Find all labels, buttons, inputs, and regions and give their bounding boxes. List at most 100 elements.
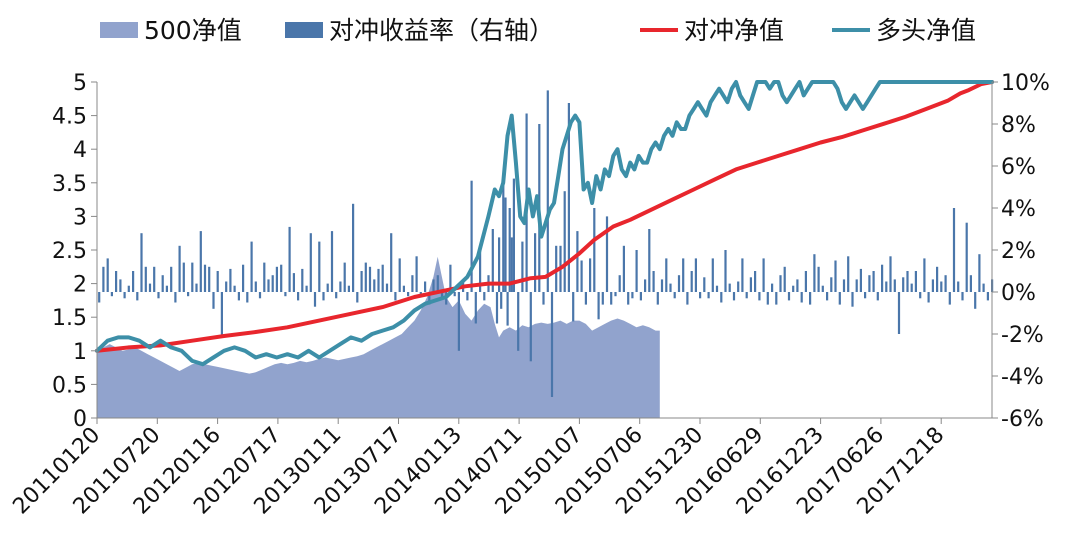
bar-hedge-return: [267, 279, 270, 292]
bar-hedge-return: [254, 281, 257, 292]
bar-hedge-return: [466, 292, 469, 301]
bar-hedge-return: [153, 266, 156, 292]
bar-hedge-return: [618, 275, 621, 292]
left-tick-label: 4.5: [52, 105, 87, 130]
bar-hedge-return: [326, 283, 329, 292]
bar-hedge-return: [381, 264, 384, 292]
bar-hedge-return: [470, 180, 473, 292]
right-tick-label: -2%: [1001, 323, 1044, 348]
bar-hedge-return: [766, 292, 769, 305]
bar-hedge-return: [927, 292, 930, 303]
bar-hedge-return: [652, 271, 655, 292]
bar-hedge-return: [614, 292, 617, 297]
bar-hedge-return: [165, 285, 168, 292]
bar-hedge-return: [508, 208, 511, 292]
bar-hedge-return: [809, 292, 812, 305]
legend-label: 对冲净值: [684, 16, 784, 45]
bar-hedge-return: [330, 231, 334, 292]
bar-hedge-return: [715, 285, 719, 292]
bar-hedge-return: [923, 258, 926, 292]
axes: 0 0.5 1 1.5 2 2.5 3 3.5 4 4.5 5 -6% -4% -2% 0% 2% 4% 6% 8%…: [8, 71, 1050, 519]
bar-hedge-return: [665, 258, 668, 292]
bar-hedge-return: [961, 292, 964, 301]
bar-hedge-return: [639, 292, 642, 301]
bar-hedge-return: [936, 266, 939, 292]
bar-hedge-return: [834, 260, 837, 292]
bar-hedge-return: [677, 275, 681, 292]
bar-hedge-return: [170, 266, 173, 292]
area-500-nav: [97, 256, 660, 418]
bar-hedge-return: [343, 262, 346, 292]
bar-hedge-return: [275, 266, 278, 292]
bar-hedge-return: [597, 292, 600, 320]
bar-hedge-return: [948, 292, 951, 305]
right-tick-label: 2%: [1001, 239, 1036, 264]
bar-hedge-return: [673, 292, 676, 299]
bar-hedge-return: [506, 292, 509, 326]
bar-hedge-return: [288, 226, 291, 292]
bar-hedge-return: [356, 292, 359, 303]
bar-hedge-return: [986, 292, 989, 301]
bar-hedge-return: [779, 275, 782, 292]
left-tick-label: 3.5: [52, 172, 87, 197]
bar-hedge-return: [407, 292, 410, 297]
bar-hedge-return: [584, 292, 587, 305]
left-tick-label: 1.5: [52, 306, 87, 331]
bar-hedge-return: [589, 258, 592, 292]
bar-hedge-return: [182, 262, 185, 292]
line-long-nav: [95, 80, 994, 367]
right-tick-label: 4%: [1001, 197, 1036, 222]
bar-hedge-return: [457, 292, 460, 351]
line-series: [95, 80, 994, 367]
legend-swatch: [100, 22, 138, 38]
bar-hedge-return: [517, 292, 520, 351]
bar-hedge-return: [656, 292, 659, 305]
bar-hedge-return: [216, 271, 219, 292]
bar-hedge-return: [682, 258, 685, 292]
bar-hedge-return: [440, 292, 444, 299]
bar-hedge-return: [876, 292, 879, 301]
bar-hedge-return: [758, 292, 761, 301]
bar-hedge-return: [872, 271, 875, 292]
bar-hedge-return: [851, 292, 854, 307]
bar-hedge-return: [720, 292, 723, 303]
bar-hedge-return: [436, 275, 439, 292]
bar-hedge-return: [178, 245, 181, 292]
bar-hedge-return: [415, 256, 418, 292]
bar-hedge-return: [428, 292, 431, 305]
bar-hedge-return: [796, 279, 799, 292]
legend-swatch: [285, 22, 323, 38]
bar-hedge-return: [512, 178, 515, 292]
bar-hedge-return: [368, 266, 372, 292]
bar-hedge-return: [572, 292, 575, 322]
bar-hedge-return: [390, 233, 393, 292]
bar-hedge-return: [699, 292, 702, 299]
bar-hedge-return: [424, 281, 427, 292]
bar-hedge-return: [250, 241, 253, 292]
bar-hedge-return: [373, 279, 376, 292]
bar-hedge-return: [694, 258, 697, 292]
bar-hedge-return: [885, 281, 888, 292]
right-tick-label: -4%: [1001, 365, 1044, 390]
bar-hedge-return: [402, 285, 405, 292]
bar-hedge-return: [631, 292, 634, 299]
bar-hedge-return: [817, 266, 820, 292]
bar-hedge-return: [510, 237, 513, 292]
bar-hedge-return: [157, 292, 160, 299]
bar-hedge-return: [982, 283, 985, 292]
bar-hedge-return: [868, 275, 871, 292]
bar-hedge-return: [952, 208, 956, 292]
bar-hedge-return: [136, 292, 139, 301]
bar-hedge-return: [787, 292, 791, 301]
bar-hedge-return: [644, 279, 647, 292]
bar-hedge-return: [212, 292, 215, 309]
bar-hedge-return: [969, 275, 972, 292]
bar-hedge-return: [144, 266, 147, 292]
bar-hedge-return: [838, 292, 841, 305]
bar-hedge-return: [174, 292, 177, 303]
bar-hedge-return: [910, 283, 913, 292]
bar-hedge-return: [610, 292, 613, 305]
bar-hedge-return: [335, 292, 338, 299]
bar-hedge-return: [813, 254, 816, 292]
bar-hedge-return: [567, 103, 570, 292]
